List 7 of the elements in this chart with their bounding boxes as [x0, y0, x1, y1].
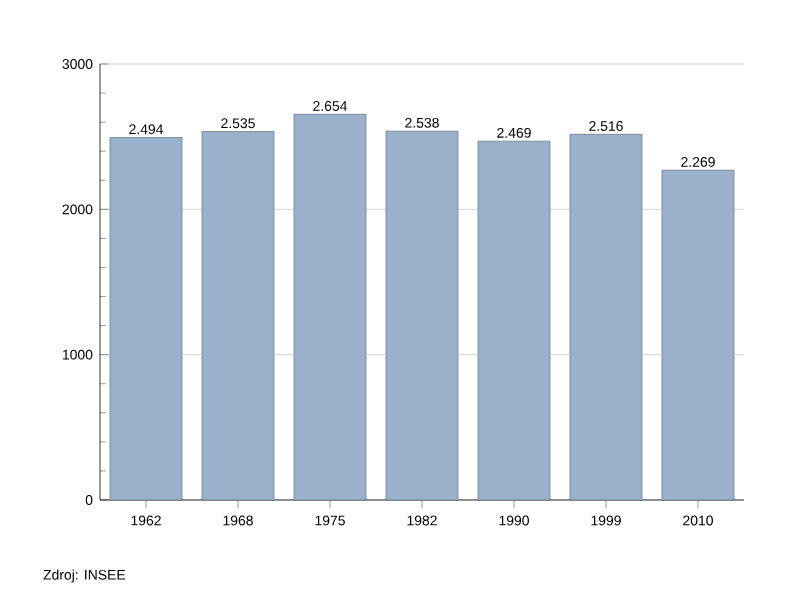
bar — [477, 140, 551, 501]
bar — [201, 131, 275, 501]
bar — [569, 133, 643, 501]
bar — [293, 113, 367, 501]
bar — [109, 137, 183, 501]
bar — [385, 130, 459, 501]
bar — [661, 169, 735, 501]
